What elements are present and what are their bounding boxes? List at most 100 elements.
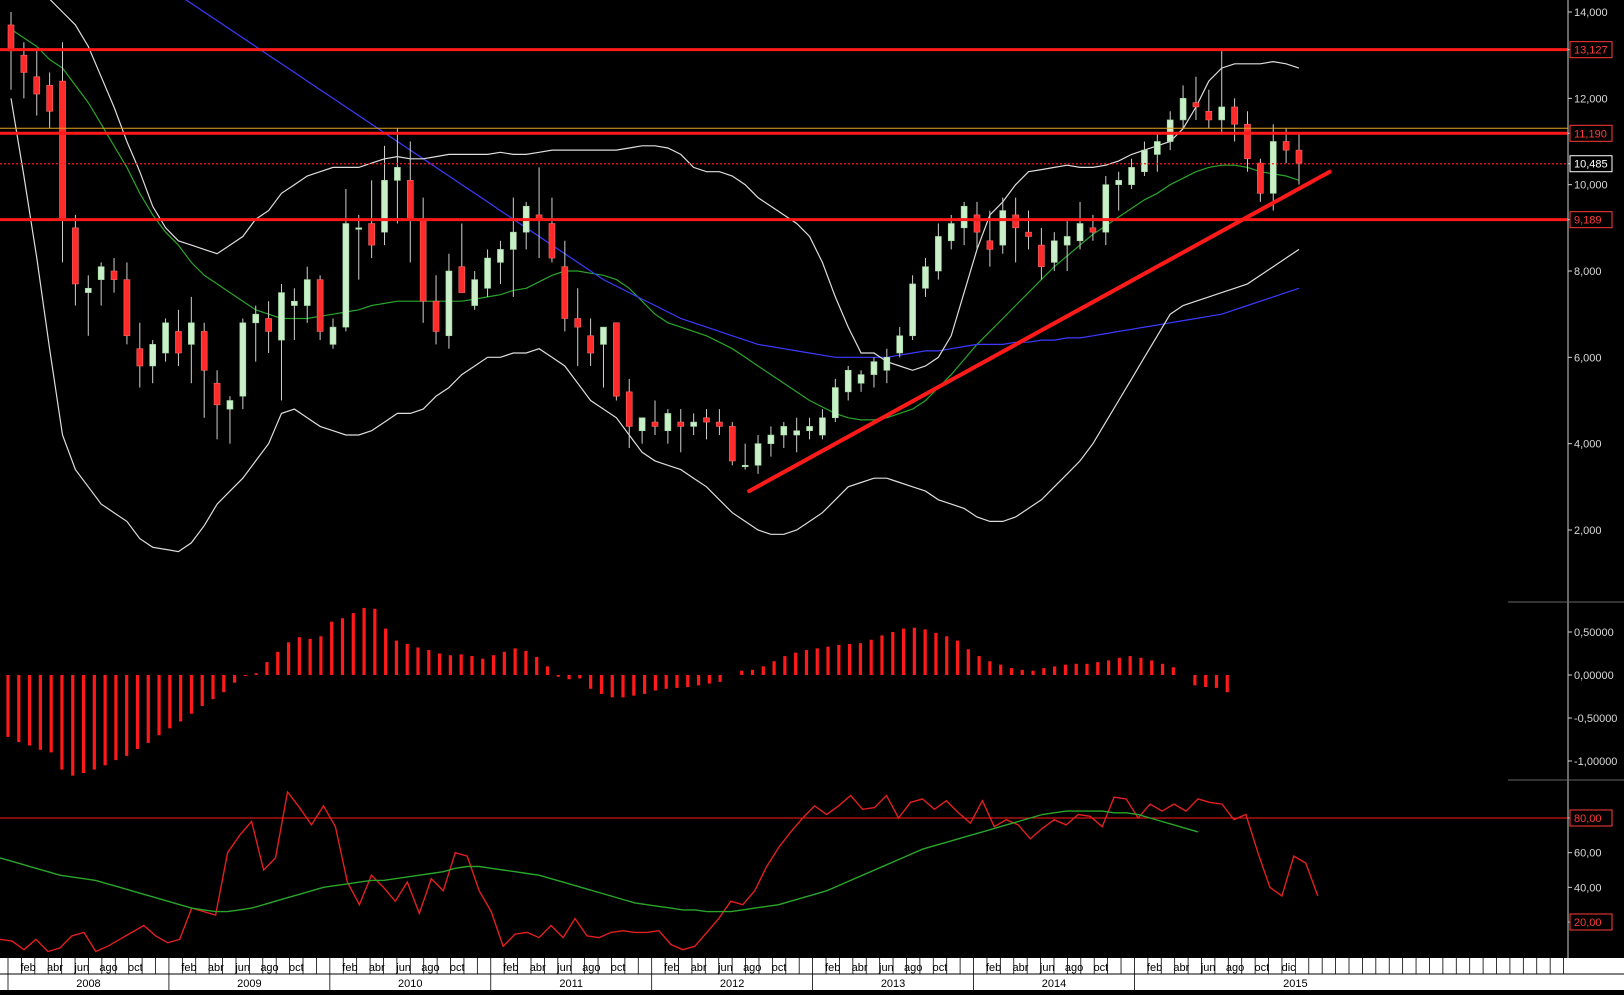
candle: [1025, 210, 1032, 250]
candle: [1192, 76, 1200, 120]
candle: [870, 357, 878, 388]
candle-body: [754, 443, 762, 466]
candle-body: [419, 218, 427, 302]
month-label: ago: [260, 962, 278, 974]
candle-body: [7, 24, 15, 52]
candle-body: [947, 223, 955, 242]
stochastic-level-label: 20,00: [1574, 917, 1602, 929]
candle-body: [638, 417, 646, 432]
candle-body: [355, 227, 363, 230]
candle: [1179, 85, 1187, 129]
candle-body: [1089, 227, 1097, 233]
oscillator-bar: [740, 670, 744, 675]
oscillator-bar: [448, 655, 452, 675]
time-axis: feb abr jun ago oct feb abr jun ago oct feb abr jun a…: [0, 958, 1624, 990]
candle-body: [265, 318, 272, 332]
candle-body: [703, 417, 710, 423]
candle-body: [677, 421, 685, 427]
candle: [213, 370, 221, 440]
oscillator-tick-label: -1,00000: [1574, 756, 1617, 768]
month-label: jun: [1200, 962, 1216, 974]
candle: [175, 309, 182, 366]
oscillator-bar: [912, 627, 916, 675]
candle-body: [1244, 123, 1251, 160]
candle-body: [1012, 214, 1019, 229]
candle-body: [175, 331, 182, 354]
month-label: ago: [582, 962, 600, 974]
stochastic-tick-label: 40,00: [1574, 882, 1602, 894]
candle: [1141, 141, 1148, 177]
month-label: oct: [933, 962, 948, 974]
candle: [200, 322, 208, 418]
month-label: feb: [664, 962, 679, 974]
oscillator-bar: [81, 675, 86, 774]
candle-body: [458, 266, 466, 293]
oscillator-bar: [567, 675, 571, 680]
month-label: abr: [852, 962, 868, 974]
oscillator-bar: [848, 644, 852, 675]
candle: [342, 188, 350, 332]
oscillator-bar: [308, 638, 312, 675]
candle-body: [46, 85, 53, 112]
oscillator-bar: [135, 675, 140, 749]
year-label: 2013: [881, 978, 905, 990]
oscillator-bar: [664, 675, 668, 689]
candle-body: [1063, 236, 1071, 246]
stochastic-level-label: 80,00: [1574, 813, 1602, 825]
candle-body: [342, 223, 350, 328]
oscillator-bar: [114, 675, 118, 761]
oscillator-bar: [427, 650, 431, 675]
axis-label-box: [1569, 211, 1613, 229]
axis-label-box: [1569, 155, 1613, 173]
oscillator-bar: [621, 675, 625, 698]
right-value-axis: 14,000 12,000 10,000 8,000 6,000 4,000 2,000 13…: [1508, 0, 1624, 958]
oscillator-bar: [168, 675, 172, 729]
candle-body: [1102, 184, 1110, 233]
month-label: feb: [825, 962, 840, 974]
oscillator-bar: [513, 648, 517, 675]
oscillator-bar: [643, 675, 647, 694]
oscillator-bar: [103, 675, 107, 766]
oscillator-bar: [1139, 657, 1143, 675]
month-label: ago: [99, 962, 117, 974]
candle-body: [600, 326, 607, 345]
candle-body: [806, 426, 813, 432]
oscillator-bar: [826, 646, 830, 675]
candle: [355, 214, 363, 280]
candle-body: [432, 300, 440, 332]
oscillator-bar: [599, 675, 604, 694]
candle-body: [1166, 119, 1174, 142]
candle: [716, 409, 723, 436]
candle: [728, 422, 736, 466]
oscillator-bar: [923, 629, 927, 675]
oscillator-bar: [232, 675, 237, 683]
candle: [780, 422, 788, 448]
oscillator-bar: [405, 644, 409, 675]
candle: [613, 322, 620, 401]
candle: [97, 262, 105, 306]
oscillator-bar: [837, 644, 841, 675]
candle: [819, 409, 826, 440]
oscillator-bar: [125, 675, 129, 756]
oscillator-bar: [470, 656, 474, 675]
oscillator-bar: [750, 669, 755, 675]
candle-body: [510, 231, 517, 250]
price-pane: [0, 0, 1568, 553]
oscillator-bar: [901, 628, 906, 675]
candle: [1154, 132, 1161, 172]
oscillator-bar: [783, 656, 787, 675]
candle-body: [651, 421, 659, 427]
candle-body: [819, 417, 826, 436]
oscillator-bar: [254, 673, 258, 675]
candle-body: [368, 223, 375, 246]
candle: [922, 258, 929, 297]
candle: [239, 318, 247, 410]
oscillator-bar: [1160, 663, 1165, 675]
oscillator-bar: [384, 628, 388, 675]
oscillator-bar: [1106, 660, 1111, 675]
candle-body: [935, 236, 942, 272]
oscillator-bar: [340, 618, 345, 675]
oscillator-bar: [869, 639, 873, 675]
oscillator-bar: [1042, 668, 1046, 675]
candle: [1257, 158, 1264, 202]
